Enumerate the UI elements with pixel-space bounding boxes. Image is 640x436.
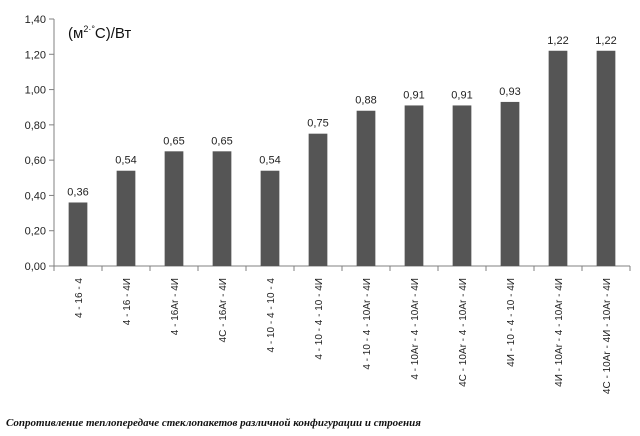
y-tick-label: 0,60 <box>25 155 46 167</box>
data-label: 0,65 <box>211 135 232 147</box>
unit-label-sup: 2·° <box>83 24 95 34</box>
data-labels: 0,36 0,54 0,65 0,65 0,54 0,75 0,88 0,91 0,91 0,93… <box>67 35 616 199</box>
category-labels: 4 - 16 - 4 4 - 16 - 4И 4 - 16Ar - 4И 4С - 1… <box>74 278 613 395</box>
data-label: 1,22 <box>547 35 568 47</box>
category-label: 4И - 10 - 4 - 10 - 4И <box>506 278 517 367</box>
data-label: 0,36 <box>67 186 88 198</box>
data-label: 0,88 <box>355 95 376 107</box>
category-label: 4 - 16 - 4 <box>74 278 85 318</box>
y-tick-label: 1,20 <box>25 49 46 61</box>
bar <box>68 202 88 266</box>
bars <box>68 50 616 267</box>
category-label: 4 - 10 - 4 - 10 - 4И <box>314 278 325 360</box>
y-tick-label: 0,00 <box>25 261 46 273</box>
category-label: 4С - 10Ar - 4И - 10Ar - 4И <box>602 278 613 394</box>
category-label: 4С - 16Ar - 4И <box>218 278 229 342</box>
category-label: 4 - 16 - 4И <box>122 278 133 325</box>
bar <box>500 101 520 267</box>
bar-chart: 0,00 0,20 0,40 0,60 0,80 1,00 1,20 1,40 0,36 0,5… <box>25 14 631 395</box>
data-label: 0,91 <box>403 89 424 101</box>
data-label: 0,65 <box>163 135 184 147</box>
y-tick-label: 0,40 <box>25 190 46 202</box>
bar <box>404 105 424 266</box>
unit-label-start: (м <box>68 25 83 42</box>
bar <box>548 50 568 266</box>
y-axis: 0,00 0,20 0,40 0,60 0,80 1,00 1,20 1,40 <box>25 14 631 273</box>
unit-label: (м2·°С)/Вт <box>68 24 131 42</box>
y-tick-label: 1,00 <box>25 85 46 97</box>
bar <box>308 133 328 266</box>
category-label: 4 - 10Ar - 4 - 10Ar - 4И <box>410 278 421 380</box>
bar <box>260 170 280 266</box>
category-label: 4И - 10Ar - 4 - 10Ar - 4И <box>554 278 565 387</box>
category-label: 4 - 16Ar - 4И <box>170 278 181 335</box>
category-label: 4 - 10 - 4 - 10 - 4 <box>266 278 277 353</box>
bar <box>596 50 616 266</box>
bar <box>164 151 184 266</box>
chart-caption: Сопротивление теплопередаче стеклопакето… <box>6 417 421 429</box>
bar <box>356 110 376 266</box>
data-label: 0,91 <box>451 89 472 101</box>
bar <box>116 170 136 266</box>
bar <box>212 151 232 266</box>
data-label: 0,54 <box>115 155 136 167</box>
data-label: 0,75 <box>307 118 328 130</box>
y-tick-label: 1,40 <box>25 14 46 26</box>
data-label: 1,22 <box>595 35 616 47</box>
unit-label-end: С)/Вт <box>95 25 132 42</box>
y-tick-label: 0,20 <box>25 226 46 238</box>
category-label: 4С - 10Ar - 4 - 10Ar - 4И <box>458 278 469 387</box>
data-label: 0,54 <box>259 155 280 167</box>
category-label: 4 - 10 - 4 - 10Ar - 4И <box>362 278 373 370</box>
y-tick-label: 0,80 <box>25 120 46 132</box>
bar <box>452 105 472 266</box>
data-label: 0,93 <box>499 86 520 98</box>
